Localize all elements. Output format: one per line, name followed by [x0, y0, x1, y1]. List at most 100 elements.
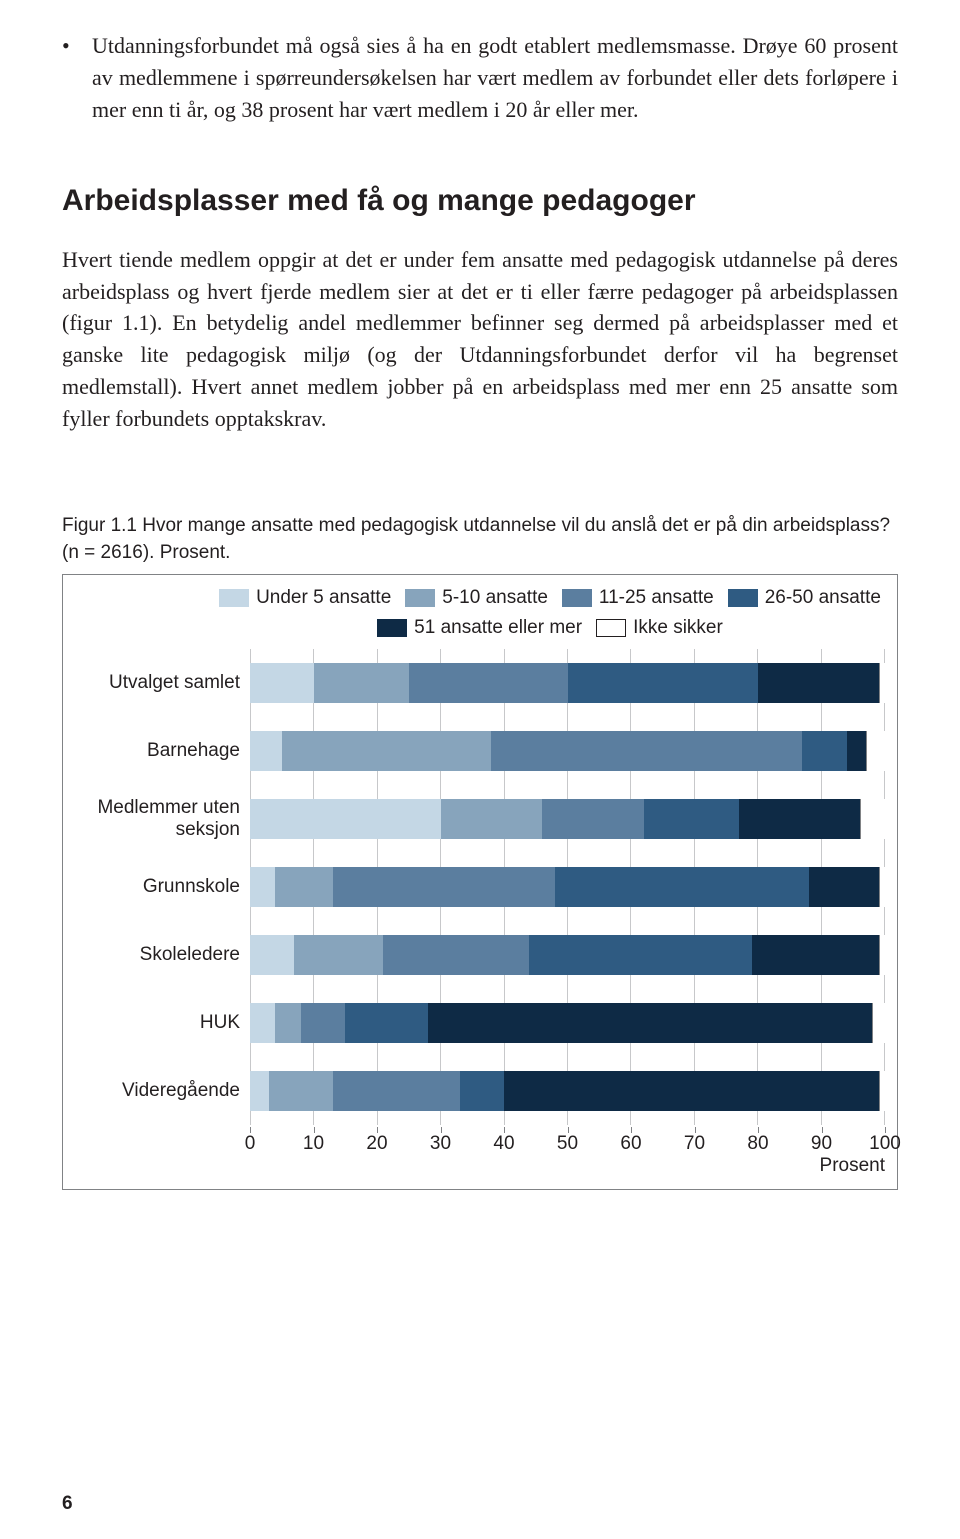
page-number: 6: [62, 1493, 73, 1515]
bar-segment: [860, 799, 885, 839]
bar-segment: [333, 1071, 460, 1111]
bar-segment: [879, 1071, 885, 1111]
bar-segment: [529, 935, 751, 975]
legend-item: Ikke sikker: [596, 617, 723, 639]
section-heading: Arbeidsplasser med få og mange pedagoger: [62, 184, 898, 218]
bar-segment: [269, 1071, 333, 1111]
x-tick-label: 30: [430, 1133, 451, 1155]
bar-segment: [504, 1071, 879, 1111]
bar-segment: [250, 799, 441, 839]
bar-segment: [275, 1003, 300, 1043]
bar-segment: [314, 663, 409, 703]
legend-item: 51 ansatte eller mer: [377, 617, 582, 639]
stacked-bar: [250, 1003, 885, 1043]
y-axis-label: Videregående: [75, 1057, 250, 1125]
bar-segment: [428, 1003, 873, 1043]
bar-segment: [879, 867, 885, 907]
stacked-bar: [250, 663, 885, 703]
x-tick-label: 90: [811, 1133, 832, 1155]
legend-item: 11-25 ansatte: [562, 587, 714, 609]
bar-segment: [250, 663, 314, 703]
bar-segment: [739, 799, 860, 839]
bar-segment: [809, 867, 879, 907]
chart-body: Utvalget samletBarnehageMedlemmer utense…: [75, 649, 885, 1125]
bar-row: [250, 1057, 885, 1125]
x-tick-label: 60: [620, 1133, 641, 1155]
x-tick-label: 100: [869, 1133, 901, 1155]
x-tick-label: 40: [493, 1133, 514, 1155]
legend-item: 5-10 ansatte: [405, 587, 548, 609]
stacked-bar: [250, 731, 885, 771]
stacked-bar: [250, 867, 885, 907]
bar-segment: [866, 731, 885, 771]
x-tick-label: 0: [245, 1133, 256, 1155]
bar-segment: [301, 1003, 345, 1043]
bar-segment: [250, 1071, 269, 1111]
bar-segment: [644, 799, 739, 839]
x-axis: Prosent 0102030405060708090100: [75, 1127, 885, 1175]
y-axis-label: Barnehage: [75, 717, 250, 785]
bar-segment: [250, 1003, 275, 1043]
chart-frame: Under 5 ansatte 5-10 ansatte 11-25 ansatte…: [62, 574, 898, 1190]
bar-segment: [752, 935, 879, 975]
x-tick-label: 20: [366, 1133, 387, 1155]
bar-segment: [758, 663, 879, 703]
legend-swatch: [596, 619, 626, 637]
x-tick-label: 80: [747, 1133, 768, 1155]
bar-segment: [275, 867, 332, 907]
bar-segment: [250, 731, 282, 771]
y-axis-label: Grunnskole: [75, 853, 250, 921]
legend-swatch: [728, 589, 758, 607]
bar-row: [250, 853, 885, 921]
legend-row-2: 51 ansatte eller mer Ikke sikker: [215, 617, 885, 639]
bar-segment: [879, 663, 885, 703]
bar-segment: [555, 867, 809, 907]
legend-row-1: Under 5 ansatte 5-10 ansatte 11-25 ansatte…: [215, 587, 885, 609]
legend-swatch: [405, 589, 435, 607]
x-axis-ticks: Prosent 0102030405060708090100: [250, 1127, 885, 1175]
chart-legend: Under 5 ansatte 5-10 ansatte 11-25 ansatte…: [75, 587, 885, 639]
bar-segment: [847, 731, 866, 771]
bars-area: [250, 649, 885, 1125]
y-axis-label: Utvalget samlet: [75, 649, 250, 717]
bar-segment: [345, 1003, 428, 1043]
bar-segment: [250, 935, 294, 975]
bar-row: [250, 921, 885, 989]
y-axis-label: Medlemmer utenseksjon: [75, 785, 250, 853]
x-axis-title: Prosent: [820, 1155, 885, 1177]
legend-item: 26-50 ansatte: [728, 587, 881, 609]
legend-label: 26-50 ansatte: [765, 587, 881, 609]
y-axis-label: HUK: [75, 989, 250, 1057]
bar-segment: [879, 935, 885, 975]
figure-caption: Figur 1.1 Hvor mange ansatte med pedagog…: [62, 513, 898, 566]
legend-label: 5-10 ansatte: [442, 587, 548, 609]
stacked-bar: [250, 1071, 885, 1111]
legend-label: Ikke sikker: [633, 617, 723, 639]
bar-segment: [802, 731, 846, 771]
bar-segment: [409, 663, 568, 703]
x-tick-label: 50: [557, 1133, 578, 1155]
bar-segment: [491, 731, 802, 771]
section-body: Hvert tiende medlem oppgir at det er und…: [62, 244, 898, 435]
bullet-marker: •: [62, 30, 92, 126]
bar-row: [250, 785, 885, 853]
bar-segment: [460, 1071, 504, 1111]
bar-segment: [542, 799, 644, 839]
bar-segment: [568, 663, 759, 703]
bar-segment: [250, 867, 275, 907]
bullet-text: Utdanningsforbundet må også sies å ha en…: [92, 30, 898, 126]
bar-segment: [441, 799, 543, 839]
legend-swatch: [377, 619, 407, 637]
y-axis-labels: Utvalget samletBarnehageMedlemmer utense…: [75, 649, 250, 1125]
bar-segment: [872, 1003, 885, 1043]
bar-segment: [282, 731, 492, 771]
bullet-item: • Utdanningsforbundet må også sies å ha …: [62, 30, 898, 126]
bar-row: [250, 717, 885, 785]
x-tick-label: 10: [303, 1133, 324, 1155]
bar-segment: [333, 867, 555, 907]
legend-swatch: [562, 589, 592, 607]
bar-row: [250, 989, 885, 1057]
legend-label: Under 5 ansatte: [256, 587, 391, 609]
stacked-bar: [250, 935, 885, 975]
stacked-bar: [250, 799, 885, 839]
